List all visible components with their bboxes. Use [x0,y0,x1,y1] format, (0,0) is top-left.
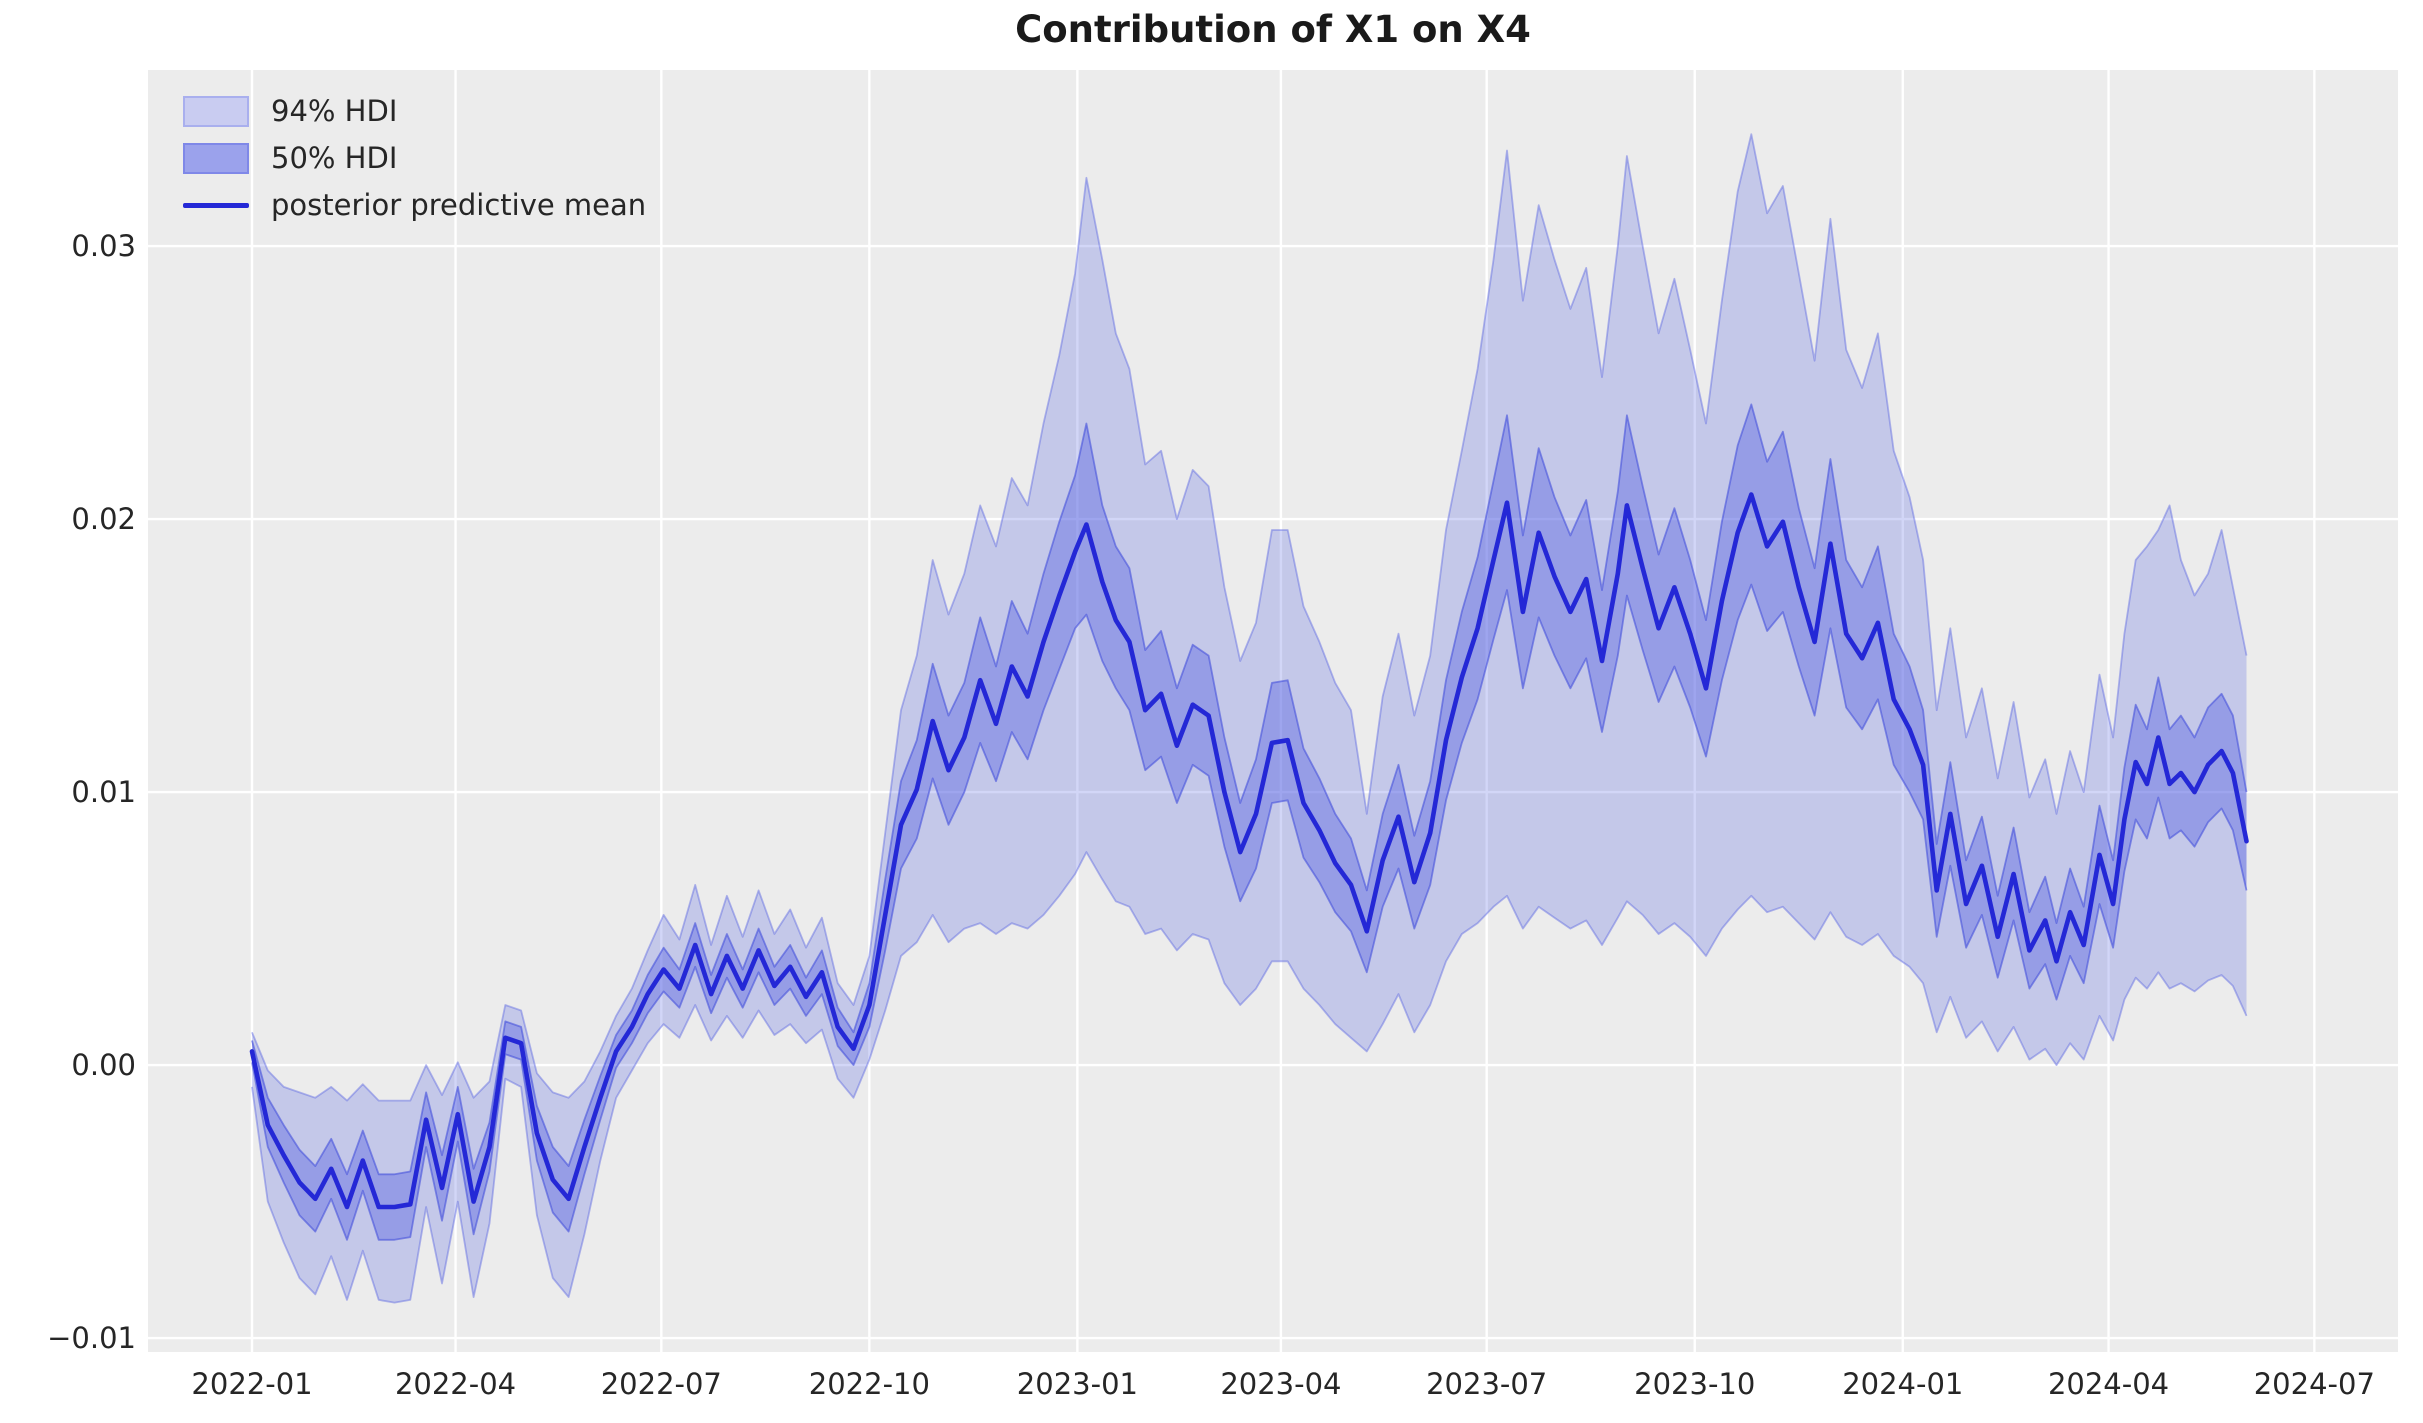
x-tick-label: 2022-10 [809,1367,930,1401]
chart-title: Contribution of X1 on X4 [1015,8,1531,51]
legend-line-icon [183,202,249,208]
x-tick-label: 2023-10 [1634,1367,1755,1401]
y-tick-label: −0.01 [47,1321,136,1355]
plot-area [148,70,2398,1352]
hdi50-band [252,404,2247,1240]
legend: 94% HDI 50% HDI posterior predictive mean [183,94,646,222]
y-tick-label: 0.00 [71,1048,136,1082]
x-tick-label: 2023-01 [1017,1367,1138,1401]
hdi94-band [252,134,2247,1303]
x-tick-label: 2022-01 [191,1367,312,1401]
legend-patch-icon [183,95,249,127]
legend-item-1: 50% HDI [183,141,646,175]
legend-item-0: 94% HDI [183,94,646,128]
y-tick-label: 0.01 [71,775,136,809]
legend-item-2: posterior predictive mean [183,188,646,222]
legend-label: posterior predictive mean [271,188,647,222]
x-tick-label: 2024-07 [2254,1367,2375,1401]
posterior-mean-line [249,492,2249,1210]
y-tick-label: 0.02 [71,502,136,536]
hdi94-upper-edge [251,133,2248,1102]
x-tick-label: 2022-04 [395,1367,516,1401]
legend-label: 94% HDI [271,94,398,128]
legend-label: 50% HDI [271,141,398,175]
y-tick-label: 0.03 [71,229,136,263]
hdi50-upper-edge [251,403,2248,1176]
x-tick-label: 2024-01 [1842,1367,1963,1401]
hdi50-lower-edge [251,583,2248,1241]
hdi94-lower-edge [251,851,2248,1304]
x-tick-label: 2022-07 [601,1367,722,1401]
x-tick-label: 2024-04 [2048,1367,2169,1401]
legend-patch-icon [183,142,249,174]
x-tick-label: 2023-04 [1220,1367,1341,1401]
x-tick-label: 2023-07 [1426,1367,1547,1401]
